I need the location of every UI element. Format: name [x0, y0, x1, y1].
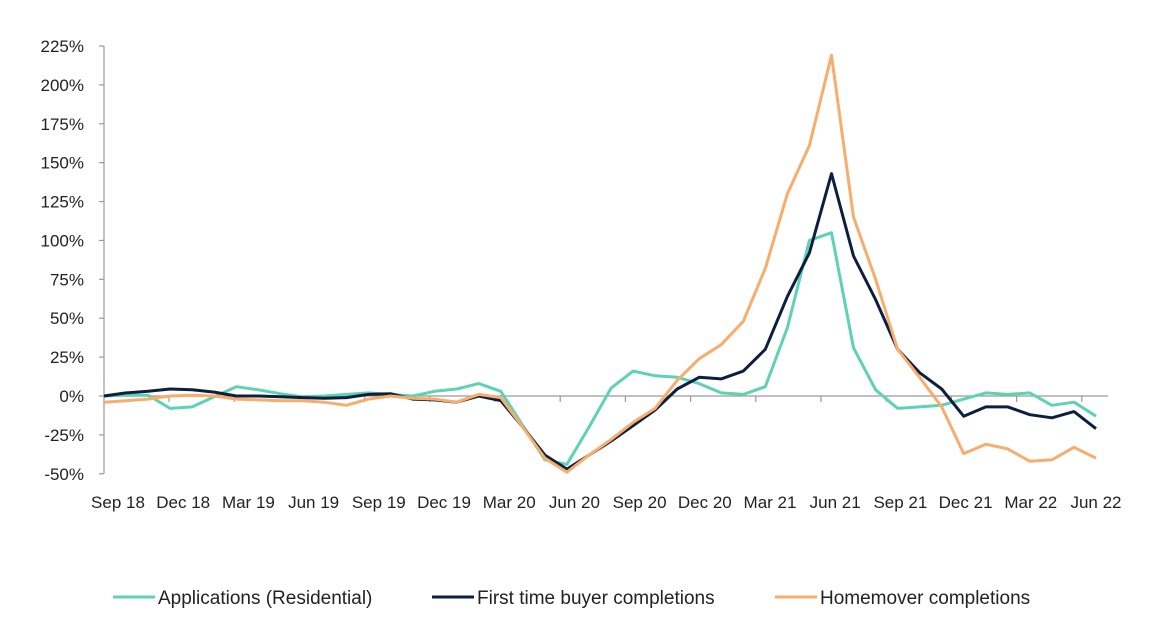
x-tick-label: Jun 19 — [288, 493, 339, 512]
x-tick-label: Dec 21 — [939, 493, 993, 512]
x-tick-label: Jun 22 — [1070, 493, 1121, 512]
y-tick-label: 100% — [41, 231, 84, 250]
x-tick-label: Mar 21 — [744, 493, 797, 512]
x-tick-label: Sep 21 — [873, 493, 927, 512]
y-tick-label: -25% — [44, 426, 84, 445]
y-tick-label: 0% — [59, 387, 84, 406]
x-tick-label: Sep 19 — [352, 493, 406, 512]
x-tick-label: Sep 20 — [613, 493, 667, 512]
y-tick-label: 150% — [41, 154, 84, 173]
x-tick-label: Dec 20 — [678, 493, 732, 512]
y-tick-label: 175% — [41, 115, 84, 134]
x-tick-label: Mar 22 — [1004, 493, 1057, 512]
legend-label: Homemover completions — [820, 588, 1030, 609]
y-tick-label: 200% — [41, 76, 84, 95]
y-axis: -50% -25% 0% 25% 50% 75% 100% 125% 150% 175% 200% 2… — [41, 37, 105, 484]
x-tick-label: Dec 19 — [417, 493, 471, 512]
y-tick-label: 125% — [41, 193, 84, 212]
x-tick-label: Jun 21 — [810, 493, 861, 512]
legend: Applications (Residential) First time buy… — [113, 588, 1030, 609]
y-tick-label: 25% — [50, 348, 84, 367]
series-line-2 — [103, 53, 1097, 474]
y-tick-label: 75% — [50, 270, 84, 289]
x-tick-label: Mar 19 — [222, 493, 275, 512]
y-tick-label: 50% — [50, 309, 84, 328]
x-tick-label: Jun 20 — [549, 493, 600, 512]
legend-label: First time buyer completions — [477, 588, 715, 609]
series-lines — [103, 53, 1097, 474]
y-tick-label: 225% — [41, 37, 84, 56]
y-tick-label: -50% — [44, 465, 84, 484]
series-line-0 — [103, 231, 1097, 466]
x-tick-label: Sep 18 — [91, 493, 145, 512]
x-tick-label: Dec 18 — [156, 493, 210, 512]
series-line-1 — [103, 172, 1097, 471]
x-tick-label: Mar 20 — [483, 493, 536, 512]
legend-label: Applications (Residential) — [158, 588, 372, 609]
